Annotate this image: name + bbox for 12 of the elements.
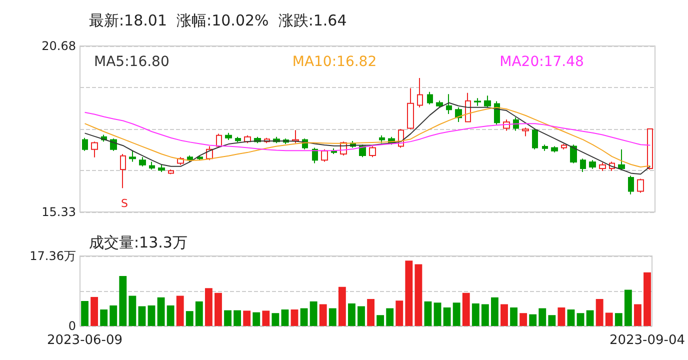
text: MA5:16.80 <box>94 54 170 70</box>
text: MA20:17.48 <box>500 54 584 70</box>
y-tick-label: 20.68 <box>42 39 76 53</box>
annotation: S <box>121 197 128 210</box>
y-tick-label: 0 <box>68 319 76 333</box>
x-tick-label: 2023-06-09 <box>46 333 123 348</box>
chart-title: 最新:18.01 涨幅:10.02% 涨跌:1.64 <box>89 12 347 30</box>
x-tick-label: 2023-09-04 <box>609 333 686 348</box>
y-tick-label: 17.36万 <box>30 249 76 263</box>
text: MA10:16.82 <box>292 54 377 70</box>
chart-title: 成交量:13.3万 <box>89 234 188 252</box>
y-tick-label: 15.33 <box>42 205 76 219</box>
